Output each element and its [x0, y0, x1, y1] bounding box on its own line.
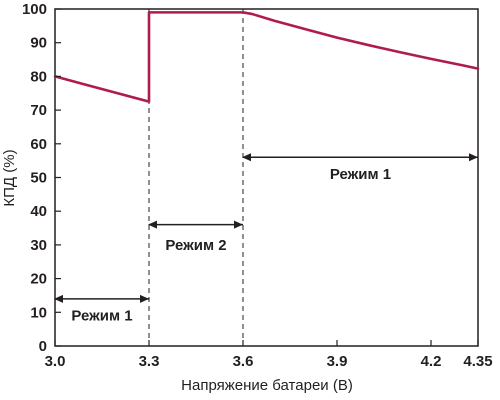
plot-border	[54, 8, 479, 347]
vertical-markers	[148, 9, 244, 346]
y-tick-label: 10	[30, 304, 47, 321]
y-tick-label: 50	[30, 170, 47, 187]
x-tick-label: 3.9	[327, 353, 348, 370]
mode-region-2: Режим 2	[148, 220, 243, 254]
y-tick-label: 60	[30, 136, 47, 153]
plot-area	[54, 8, 479, 347]
y-tick-label: 40	[30, 203, 47, 220]
mode-label: Режим 1	[71, 308, 132, 325]
mode-regions: Режим 1 Режим 2 Режим 1	[54, 153, 478, 325]
x-tick-label: 4.35	[463, 353, 492, 370]
y-tick-label: 80	[30, 68, 47, 85]
x-axis-label: Напряжение батареи (В)	[181, 377, 353, 394]
efficiency-line-1	[53, 11, 480, 103]
y-tick-label: 0	[39, 338, 47, 355]
y-tick-label: 70	[30, 102, 47, 119]
mode-label: Режим 2	[165, 237, 226, 254]
series-layer	[53, 11, 480, 103]
mode-label: Режим 1	[330, 166, 391, 183]
y-tick-label: 100	[22, 1, 47, 18]
x-tick-label: 3.6	[233, 353, 254, 370]
y-axis-label: КПД (%)	[1, 149, 18, 206]
x-tick-label: 3.0	[45, 353, 66, 370]
y-tick-label: 20	[30, 271, 47, 288]
y-tick-label: 90	[30, 35, 47, 52]
x-tick-label: 4.2	[421, 353, 442, 370]
tick-labels: 3.0 3.3 3.6 3.9 4.2 4.35 0 10 20 30 40 50 60 70 80 90 10…	[22, 1, 493, 370]
y-tick-label: 30	[30, 237, 47, 254]
mode-region-3: Режим 1	[242, 153, 478, 183]
mode-region-1: Режим 1	[54, 294, 149, 325]
x-tick-label: 3.3	[139, 353, 160, 370]
